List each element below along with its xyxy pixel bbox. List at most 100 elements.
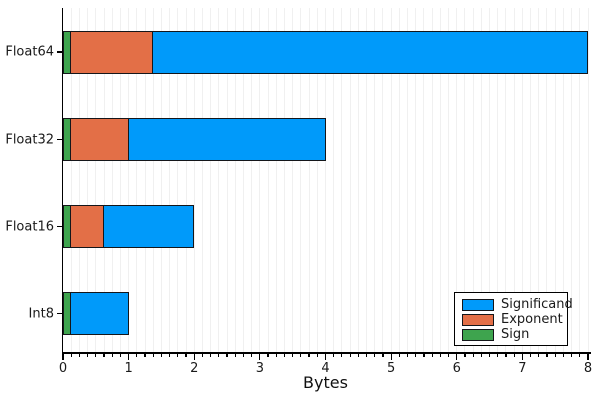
x-minor-tick [300,353,302,357]
x-major-tick [62,353,64,360]
minor-gridline [275,8,277,352]
minor-gridline [78,8,80,352]
x-minor-tick [341,353,343,357]
x-tick-label: 5 [386,361,396,376]
x-minor-tick [308,353,310,357]
legend-label: Exponent [501,312,563,327]
minor-gridline [234,8,236,352]
minor-gridline [423,8,425,352]
x-minor-tick [242,353,245,357]
x-tick-label: 1 [124,361,133,376]
minor-gridline [242,8,244,352]
y-category-label-int8: Int8 [28,306,54,321]
x-minor-tick [87,353,89,357]
x-minor-tick [275,353,277,357]
x-minor-tick [103,353,105,357]
x-minor-tick [382,353,384,357]
minor-gridline [218,8,220,352]
x-minor-tick [333,353,335,357]
x-minor-tick [562,353,564,357]
minor-gridline [415,8,417,352]
minor-gridline [505,8,507,352]
bar-significand-int8 [63,292,129,335]
minor-gridline [349,8,351,352]
x-minor-tick [480,353,482,357]
minor-gridline [456,8,458,352]
x-major-tick [521,353,523,360]
bar-exponent-float64 [63,30,154,74]
minor-gridline [390,8,392,352]
minor-gridline [144,8,146,352]
minor-gridline [136,8,138,352]
x-minor-tick [210,353,212,357]
x-minor-tick [579,353,581,357]
x-minor-tick [554,353,556,357]
x-axis-spine [61,352,591,354]
x-minor-tick [349,353,351,357]
minor-gridline [571,8,573,352]
y-tick [56,312,62,315]
minor-gridline [103,8,105,352]
y-category-label-float32: Float32 [5,132,54,147]
minor-gridline [489,8,491,352]
minor-gridline [374,8,376,352]
x-minor-tick [169,353,171,357]
minor-gridline [251,8,253,352]
minor-gridline [193,8,195,352]
minor-gridline [325,8,326,352]
x-minor-tick [218,353,220,357]
minor-gridline [407,8,409,352]
minor-gridline [579,8,581,352]
legend-swatch-significand [462,298,494,311]
x-minor-tick [292,353,294,357]
minor-gridline [177,8,179,352]
minor-gridline [210,8,212,352]
x-minor-tick [119,353,121,357]
minor-gridline [185,8,187,352]
minor-gridline [513,8,515,352]
minor-gridline [357,8,359,352]
minor-gridline [448,8,450,352]
bar-sign-float32 [63,118,72,161]
minor-gridline [128,8,130,352]
minor-gridline [398,8,400,352]
x-minor-tick [406,353,409,357]
x-minor-tick [185,353,187,357]
minor-gridline [308,8,310,352]
minor-gridline [267,8,269,352]
x-minor-tick [505,353,507,357]
minor-gridline [480,8,482,352]
minor-gridline [70,8,72,352]
x-minor-tick [570,353,573,357]
x-minor-tick [529,353,532,357]
x-minor-tick [398,353,400,357]
x-minor-tick [488,353,491,357]
minor-gridline [300,8,302,352]
x-minor-tick [472,353,474,357]
x-minor-tick [357,353,359,357]
y-tick [56,225,62,228]
minor-gridline [226,8,228,352]
x-tick-label: 6 [452,361,461,376]
x-major-tick [193,353,195,360]
x-minor-tick [546,353,548,357]
x-major-tick [390,353,392,360]
minor-gridline [554,8,556,352]
x-tick-label: 4 [321,361,330,376]
x-minor-tick [365,353,368,357]
y-category-label-float16: Float16 [5,219,54,234]
x-minor-tick [374,353,376,357]
minor-gridline [497,8,499,352]
x-minor-tick [111,353,113,357]
minor-gridline [472,8,474,352]
legend-entry-sign: Sign [462,327,560,342]
x-minor-tick [201,353,204,357]
x-minor-tick [497,353,499,357]
minor-gridline [316,8,318,352]
x-minor-tick [316,353,318,357]
x-major-tick [324,353,327,360]
minor-gridline [283,8,285,352]
minor-gridline [546,8,548,352]
bar-sign-int8 [63,292,72,335]
minor-gridline [366,8,368,352]
